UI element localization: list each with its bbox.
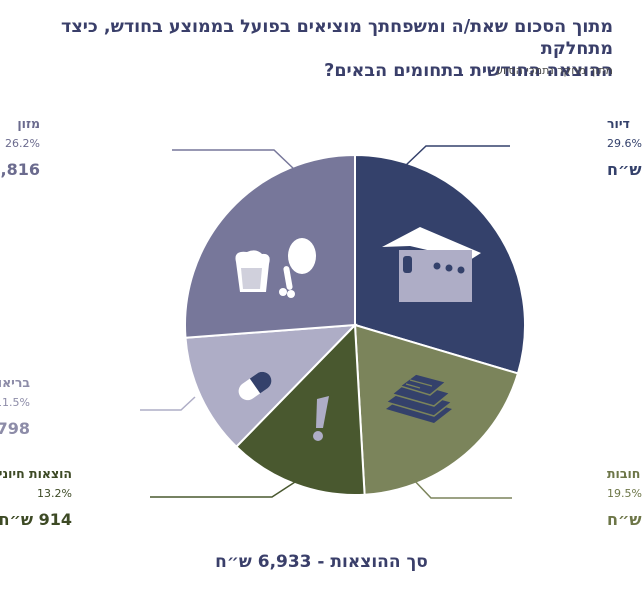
slice-label-percent: 26.2% (5, 137, 40, 150)
leader-line (172, 149, 296, 171)
leader-line (140, 396, 196, 411)
slice-label-value: 914 ש״ח (0, 510, 72, 529)
chart-title-line-2: ההוצאה החודשית בתחומים הבאים? (324, 61, 613, 81)
pie-slices (184, 153, 526, 496)
leader-line (411, 477, 512, 499)
slice-label-value: 1,353 ש״ח (607, 510, 643, 529)
slice-label-percent: 19.5% (607, 487, 642, 500)
pie-slice (234, 322, 366, 496)
leader-lines (140, 145, 512, 499)
leader-line (404, 145, 510, 167)
slice-label-name: דיור (607, 116, 630, 131)
house-icon (382, 227, 481, 302)
total-expenses: סך ההוצאות - 6,933 ש״ח (215, 552, 428, 572)
slice-label-percent: 29.6% (607, 137, 642, 150)
exclamation-icon (313, 396, 329, 441)
chart-title-line-1: מתוך הסכום שאת/ה ומשפחתך מוציאים בפועל ב… (61, 17, 613, 59)
slice-label-value: 1,816 ש״ח (0, 160, 40, 179)
pie-slice (184, 153, 356, 339)
pie-slice (184, 323, 358, 449)
food-icon (235, 238, 316, 298)
slice-label-value: 798 ש״ח (0, 419, 30, 438)
documents-icon (384, 373, 454, 423)
slice-label-percent: 13.2% (37, 487, 72, 500)
slice-labels: דיור 29.6% 2,052 ש״ח תשלום חובות 19.5% 1,353 … (0, 116, 643, 529)
slice-label-name: תשלום חובות (607, 466, 643, 481)
slice-label-percent: 11.5% (0, 396, 30, 409)
pill-icon (238, 371, 272, 401)
slice-label-name: מזון (17, 116, 40, 131)
source-note: מתוך מחקר נתמכי הסיוע (496, 64, 613, 77)
slice-label-name: הוצאות חיוניות אחרות (0, 466, 72, 481)
leader-line (150, 481, 296, 498)
slice-label-name: בריאות (0, 375, 30, 390)
slice-label-value: 2,052 ש״ח (607, 160, 643, 179)
chart-title: מתוך הסכום שאת/ה ומשפחתך מוציאים בפועל ב… (13, 16, 613, 82)
